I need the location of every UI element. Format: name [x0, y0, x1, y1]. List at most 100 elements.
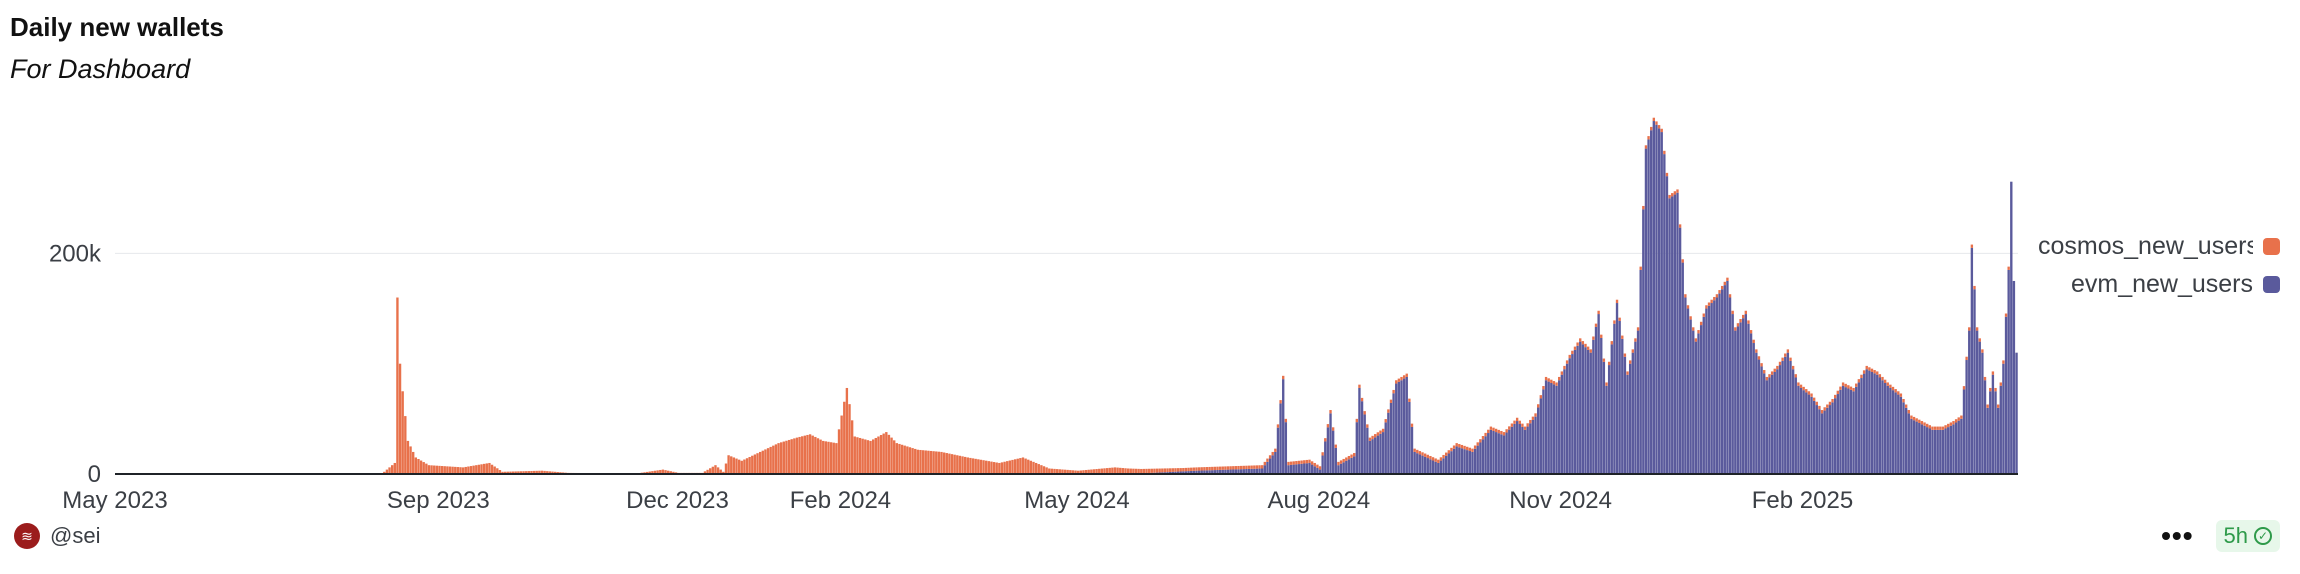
cosmos-bar [404, 416, 407, 474]
cosmos-bar [1345, 457, 1348, 461]
author-handle[interactable]: @sei [50, 523, 101, 548]
evm-bar [1947, 427, 1950, 474]
evm-bar [1547, 381, 1550, 474]
cosmos-bar [1878, 374, 1882, 378]
evm-bar [1560, 374, 1564, 474]
cosmos-bar [1891, 386, 1895, 391]
evm-bar [1644, 148, 1648, 474]
evm-bar [1529, 423, 1532, 474]
cosmos-bar [706, 469, 709, 474]
cosmos-bar [1439, 457, 1443, 461]
cosmos-bar [1471, 448, 1474, 452]
evm-bar [1939, 429, 1942, 474]
cosmos-bar [485, 463, 488, 474]
cosmos-bar [417, 458, 420, 474]
evm-bar [1673, 194, 1677, 474]
cosmos-bar [506, 471, 510, 474]
cosmos-bar [1778, 361, 1782, 366]
evm-bar [1513, 423, 1516, 474]
cosmos-bar [756, 453, 759, 474]
cosmos-bar [648, 471, 651, 474]
cosmos-bar [1153, 468, 1156, 473]
cosmos-bar [1515, 417, 1519, 422]
evm-bar [1211, 470, 1214, 474]
legend-item-cosmos[interactable]: cosmos_new_users [2038, 227, 2280, 265]
cosmos-bar [1794, 374, 1797, 378]
evm-bar [1789, 360, 1792, 474]
cosmos-bar [522, 471, 525, 474]
cosmos-bar [1279, 400, 1282, 404]
cosmos-bar [1768, 374, 1771, 378]
cosmos-bar [1237, 465, 1240, 470]
evm-bar [1326, 427, 1330, 474]
cosmos-bar [774, 444, 778, 474]
cosmos-bar [1392, 389, 1395, 394]
cosmos-bar [425, 463, 428, 474]
cosmos-bar [801, 436, 804, 474]
cosmos-bar [1975, 327, 1979, 331]
cosmos-bar [398, 363, 402, 474]
cosmos-bar [1584, 343, 1587, 348]
evm-bar [1765, 380, 1769, 474]
cosmos-bar [822, 440, 825, 474]
evm-bar [1313, 466, 1316, 474]
cosmos-bar [1823, 407, 1826, 411]
cosmos-bar [1216, 466, 1219, 470]
cosmos-bar [1077, 470, 1080, 474]
legend-item-evm[interactable]: evm_new_users [2038, 265, 2280, 303]
evm-bar [1923, 425, 1926, 474]
cosmos-bar [1400, 376, 1403, 381]
cosmos-bar [1108, 467, 1111, 474]
chart-subtitle: For Dashboard [10, 54, 191, 84]
cosmos-bar [1413, 448, 1416, 452]
evm-bar [1531, 419, 1535, 474]
evm-bar [1310, 464, 1314, 474]
cosmos-bar [651, 471, 654, 474]
cosmos-bar [858, 437, 862, 474]
refresh-age-badge[interactable]: 5h ✓ [2215, 520, 2280, 552]
evm-bar [1305, 463, 1309, 474]
evm-bar [1392, 393, 1395, 474]
cosmos-bar [1321, 452, 1324, 456]
evm-bar [1237, 469, 1240, 474]
cosmos-bar [1481, 436, 1485, 440]
cosmos-bar [911, 448, 914, 474]
evm-bar [1873, 373, 1876, 474]
evm-bar [1368, 440, 1372, 474]
cosmos-bar [1203, 467, 1206, 471]
cosmos-bar [935, 451, 938, 474]
more-options-icon[interactable]: ••• [2161, 520, 2194, 551]
cosmos-bar [1171, 468, 1175, 472]
evm-bar [1400, 380, 1403, 474]
cosmos-bar [945, 453, 948, 474]
cosmos-bar [1268, 455, 1272, 459]
cosmos-bar [1847, 385, 1850, 389]
cosmos-bar [1652, 117, 1656, 122]
cosmos-bar [1618, 317, 1621, 321]
cosmos-bar [546, 471, 549, 474]
cosmos-bar [885, 432, 888, 474]
cosmos-bar [1234, 466, 1238, 470]
cosmos-bar [448, 466, 452, 474]
evm-bar [1989, 391, 1992, 474]
cosmos-bar [1757, 356, 1761, 360]
cosmos-bar [1815, 401, 1818, 406]
author[interactable]: ≋ @sei [14, 523, 100, 549]
cosmos-bar [1628, 360, 1632, 364]
cosmos-bar [1636, 327, 1640, 331]
evm-bar [1886, 385, 1889, 474]
cosmos-bar [509, 471, 512, 474]
evm-bar [1282, 379, 1285, 474]
cosmos-bar [669, 471, 672, 474]
cosmos-bar [1074, 470, 1077, 474]
cosmos-bar [1395, 380, 1398, 384]
cosmos-bar [1576, 342, 1579, 346]
cosmos-bar [1910, 415, 1913, 419]
evm-bar [1671, 196, 1674, 474]
evm-bar [1805, 392, 1808, 474]
cosmos-bar [1324, 438, 1327, 442]
cosmos-bar [1799, 384, 1803, 388]
evm-bar [1676, 192, 1679, 474]
evm-bar [1242, 469, 1245, 474]
cosmos-bar [798, 436, 801, 474]
